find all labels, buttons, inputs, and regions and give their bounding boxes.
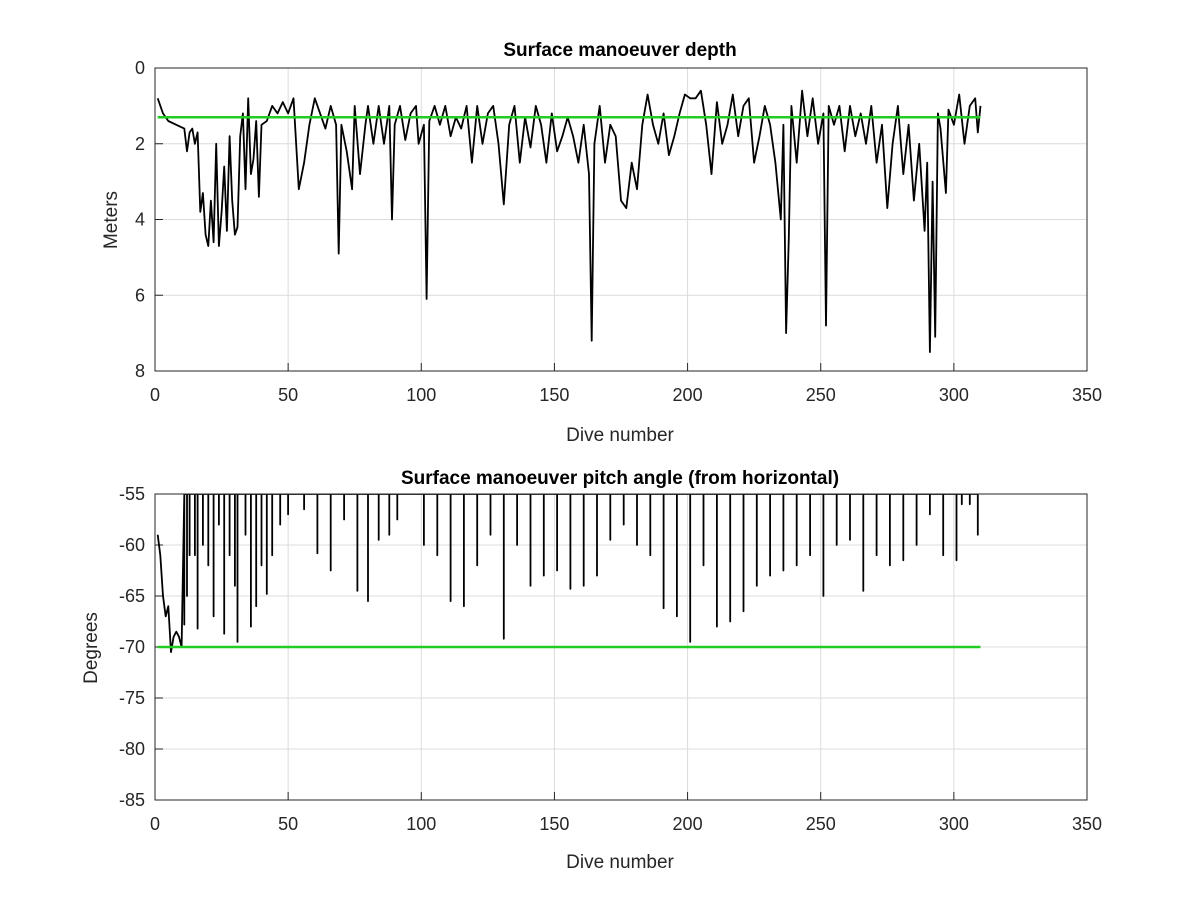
depth-xtick-label: 250 [806, 385, 836, 405]
pitch-xtick-label: 350 [1072, 814, 1102, 834]
pitch-xtick-label: 300 [939, 814, 969, 834]
pitch-chart-panel: Surface manoeuver pitch angle (from hori… [81, 468, 1102, 873]
pitch-ytick-label: -65 [119, 586, 145, 606]
depth-chart-panel: Surface manoeuver depth Dive number Mete… [101, 40, 1102, 446]
pitch-xtick-label: 200 [673, 814, 703, 834]
depth-xtick-label: 100 [406, 385, 436, 405]
depth-xtick-label: 150 [539, 385, 569, 405]
depth-xtick-label: 200 [673, 385, 703, 405]
depth-chart-title: Surface manoeuver depth [503, 40, 736, 61]
pitch-chart-title: Surface manoeuver pitch angle (from hori… [401, 468, 839, 489]
pitch-ytick-label: -75 [119, 688, 145, 708]
depth-chart-ylabel: Meters [101, 191, 122, 249]
depth-xtick-label: 350 [1072, 385, 1102, 405]
depth-ytick-label: 8 [135, 361, 145, 381]
depth-ytick-label: 4 [135, 210, 145, 230]
depth-xtick-label: 50 [278, 385, 298, 405]
depth-ytick-label: 6 [135, 285, 145, 305]
depth-chart-xlabel: Dive number [566, 425, 674, 446]
pitch-chart-xlabel: Dive number [566, 852, 674, 873]
pitch-data-line [156, 494, 979, 653]
pitch-xtick-label: 0 [150, 814, 160, 834]
depth-data-line [156, 89, 982, 354]
pitch-plot-frame [154, 493, 1088, 801]
pitch-chart-ylabel: Degrees [81, 612, 102, 684]
pitch-xtick-label: 250 [806, 814, 836, 834]
pitch-ytick-label: -80 [119, 739, 145, 759]
pitch-xtick-label: 150 [539, 814, 569, 834]
depth-ytick-label: 0 [135, 58, 145, 78]
pitch-xtick-label: 100 [406, 814, 436, 834]
depth-ytick-label: 2 [135, 134, 145, 154]
pitch-ytick-label: -70 [119, 637, 145, 657]
pitch-ytick-label: -60 [119, 535, 145, 555]
pitch-xtick-label: 50 [278, 814, 298, 834]
depth-plot-frame [154, 67, 1088, 372]
pitch-ytick-label: -85 [119, 790, 145, 810]
depth-xtick-label: 300 [939, 385, 969, 405]
depth-xtick-label: 0 [150, 385, 160, 405]
pitch-ytick-label: -55 [119, 484, 145, 504]
